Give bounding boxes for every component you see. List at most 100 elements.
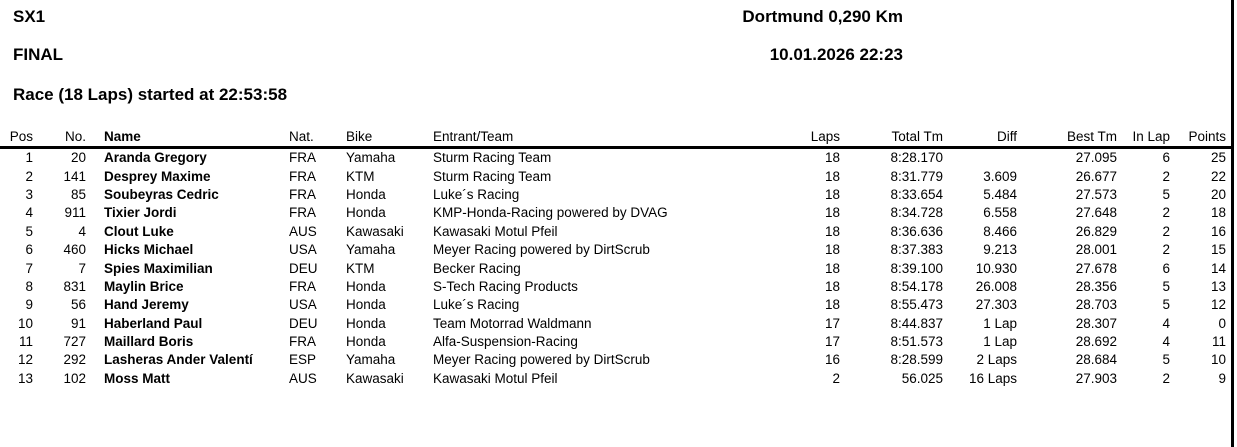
cell-total: 8:54.178 (890, 278, 943, 294)
cell-pos: 3 (25, 186, 33, 202)
cell-laps: 18 (824, 260, 840, 276)
cell-team: S-Tech Racing Products (433, 278, 578, 294)
cell-bike: Yamaha (346, 352, 396, 368)
result-row: 12 292 Lasheras Ander Valentí ESP Yamaha Meye… (0, 351, 1232, 369)
cell-inlap: 5 (1162, 297, 1170, 313)
cell-laps: 18 (824, 278, 840, 294)
col-header-inlap: In Lap (1132, 129, 1170, 144)
cell-name: Maillard Boris (104, 334, 194, 350)
result-row: 9 56 Hand Jeremy USA Honda Luke´s Racing 18 8:5… (0, 296, 1232, 314)
cell-pos: 4 (25, 205, 33, 221)
cell-best: 27.903 (1075, 370, 1117, 386)
cell-diff: 9.213 (983, 242, 1017, 258)
cell-pos: 2 (25, 168, 33, 184)
cell-points: 22 (1210, 168, 1226, 184)
cell-best: 27.573 (1075, 186, 1117, 202)
cell-best: 28.684 (1075, 352, 1117, 368)
col-header-best: Best Tm (1066, 129, 1117, 144)
cell-points: 0 (1218, 315, 1226, 331)
cell-diff: 1 Lap (983, 315, 1017, 331)
cell-team: Luke´s Racing (433, 186, 520, 202)
cell-inlap: 2 (1162, 205, 1170, 221)
cell-nat: AUS (289, 370, 317, 386)
col-header-laps: Laps (810, 129, 840, 144)
cell-name: Clout Luke (104, 223, 174, 239)
cell-points: 25 (1210, 150, 1226, 166)
cell-total: 8:36.636 (890, 223, 943, 239)
result-row: 4 911 Tixier Jordi FRA Honda KMP-Honda-Racing… (0, 204, 1232, 222)
cell-best: 28.307 (1075, 315, 1117, 331)
cell-laps: 17 (824, 334, 840, 350)
cell-best: 26.677 (1075, 168, 1117, 184)
cell-nat: FRA (289, 205, 316, 221)
cell-no: 56 (70, 297, 86, 313)
cell-points: 13 (1210, 278, 1226, 294)
cell-diff: 3.609 (983, 168, 1017, 184)
cell-points: 18 (1210, 205, 1226, 221)
cell-diff: 10.930 (975, 260, 1017, 276)
event-datetime: 10.01.2026 22:23 (769, 45, 903, 64)
cell-nat: USA (289, 297, 317, 313)
cell-no: 460 (63, 242, 86, 258)
result-row: 8 831 Maylin Brice FRA Honda S-Tech Racing Pr… (0, 278, 1232, 296)
cell-pos: 6 (25, 242, 33, 258)
cell-no: 292 (63, 352, 86, 368)
cell-no: 7 (78, 260, 86, 276)
cell-name: Haberland Paul (104, 315, 203, 331)
cell-team: Becker Racing (433, 260, 521, 276)
cell-best: 26.829 (1075, 223, 1117, 239)
col-header-team: Entrant/Team (433, 129, 514, 144)
cell-total: 8:37.383 (890, 242, 943, 258)
cell-bike: Honda (346, 297, 386, 313)
cell-bike: KTM (346, 168, 375, 184)
cell-name: Desprey Maxime (104, 168, 211, 184)
cell-best: 27.648 (1075, 205, 1117, 221)
col-header-pos: Pos (9, 129, 33, 144)
cell-laps: 17 (824, 315, 840, 331)
cell-name: Lasheras Ander Valentí (104, 352, 253, 368)
result-row: 1 20 Aranda Gregory FRA Yamaha Sturm Racing T… (0, 149, 1232, 167)
event-block: Dortmund 0,290 Km 10.01.2026 22:23 (742, 6, 903, 65)
cell-pos: 8 (25, 278, 33, 294)
cell-pos: 12 (17, 352, 33, 368)
result-row: 2 141 Desprey Maxime FRA KTM Sturm Racing Tea… (0, 167, 1232, 185)
cell-diff: 27.303 (975, 297, 1017, 313)
col-header-total: Total Tm (891, 129, 943, 144)
col-header-no: No. (64, 129, 86, 144)
cell-inlap: 4 (1162, 315, 1170, 331)
result-row: 3 85 Soubeyras Cedric FRA Honda Luke´s Racing… (0, 186, 1232, 204)
cell-pos: 13 (17, 370, 33, 386)
cell-bike: Honda (346, 315, 386, 331)
col-header-points: Points (1188, 129, 1226, 144)
cell-no: 831 (63, 278, 86, 294)
cell-team: Sturm Racing Team (433, 150, 552, 166)
cell-best: 28.703 (1075, 297, 1117, 313)
cell-bike: Yamaha (346, 150, 396, 166)
cell-team: Kawasaki Motul Pfeil (433, 370, 558, 386)
cell-inlap: 2 (1162, 168, 1170, 184)
cell-diff: 2 Laps (976, 352, 1017, 368)
cell-name: Aranda Gregory (104, 150, 207, 166)
cell-no: 727 (63, 334, 86, 350)
cell-laps: 18 (824, 168, 840, 184)
cell-diff: 5.484 (983, 186, 1017, 202)
cell-nat: FRA (289, 334, 316, 350)
cell-name: Hicks Michael (104, 242, 194, 258)
cell-no: 91 (70, 315, 86, 331)
cell-laps: 18 (824, 223, 840, 239)
cell-no: 20 (70, 150, 86, 166)
session-title: FINAL (13, 45, 64, 64)
result-row: 13 102 Moss Matt AUS Kawasaki Kawasaki Motul … (0, 370, 1232, 388)
result-row: 6 460 Hicks Michael USA Yamaha Meyer Racing p… (0, 241, 1232, 259)
cell-inlap: 6 (1162, 150, 1170, 166)
results-rows: 1 2 0 Aranda Gregory FRA Yamaha Sturm Racing T… (0, 149, 1232, 388)
cell-diff: 16 Laps (968, 370, 1017, 386)
cell-laps: 18 (824, 297, 840, 313)
cell-best: 28.001 (1075, 242, 1117, 258)
cell-team: KMP-Honda-Racing powered by DVAG (433, 205, 668, 221)
cell-no: 911 (64, 205, 86, 221)
cell-points: 16 (1210, 223, 1226, 239)
cell-bike: Yamaha (346, 242, 396, 258)
cell-team: Team Motorrad Waldmann (433, 315, 592, 331)
cell-name: Moss Matt (104, 370, 171, 386)
